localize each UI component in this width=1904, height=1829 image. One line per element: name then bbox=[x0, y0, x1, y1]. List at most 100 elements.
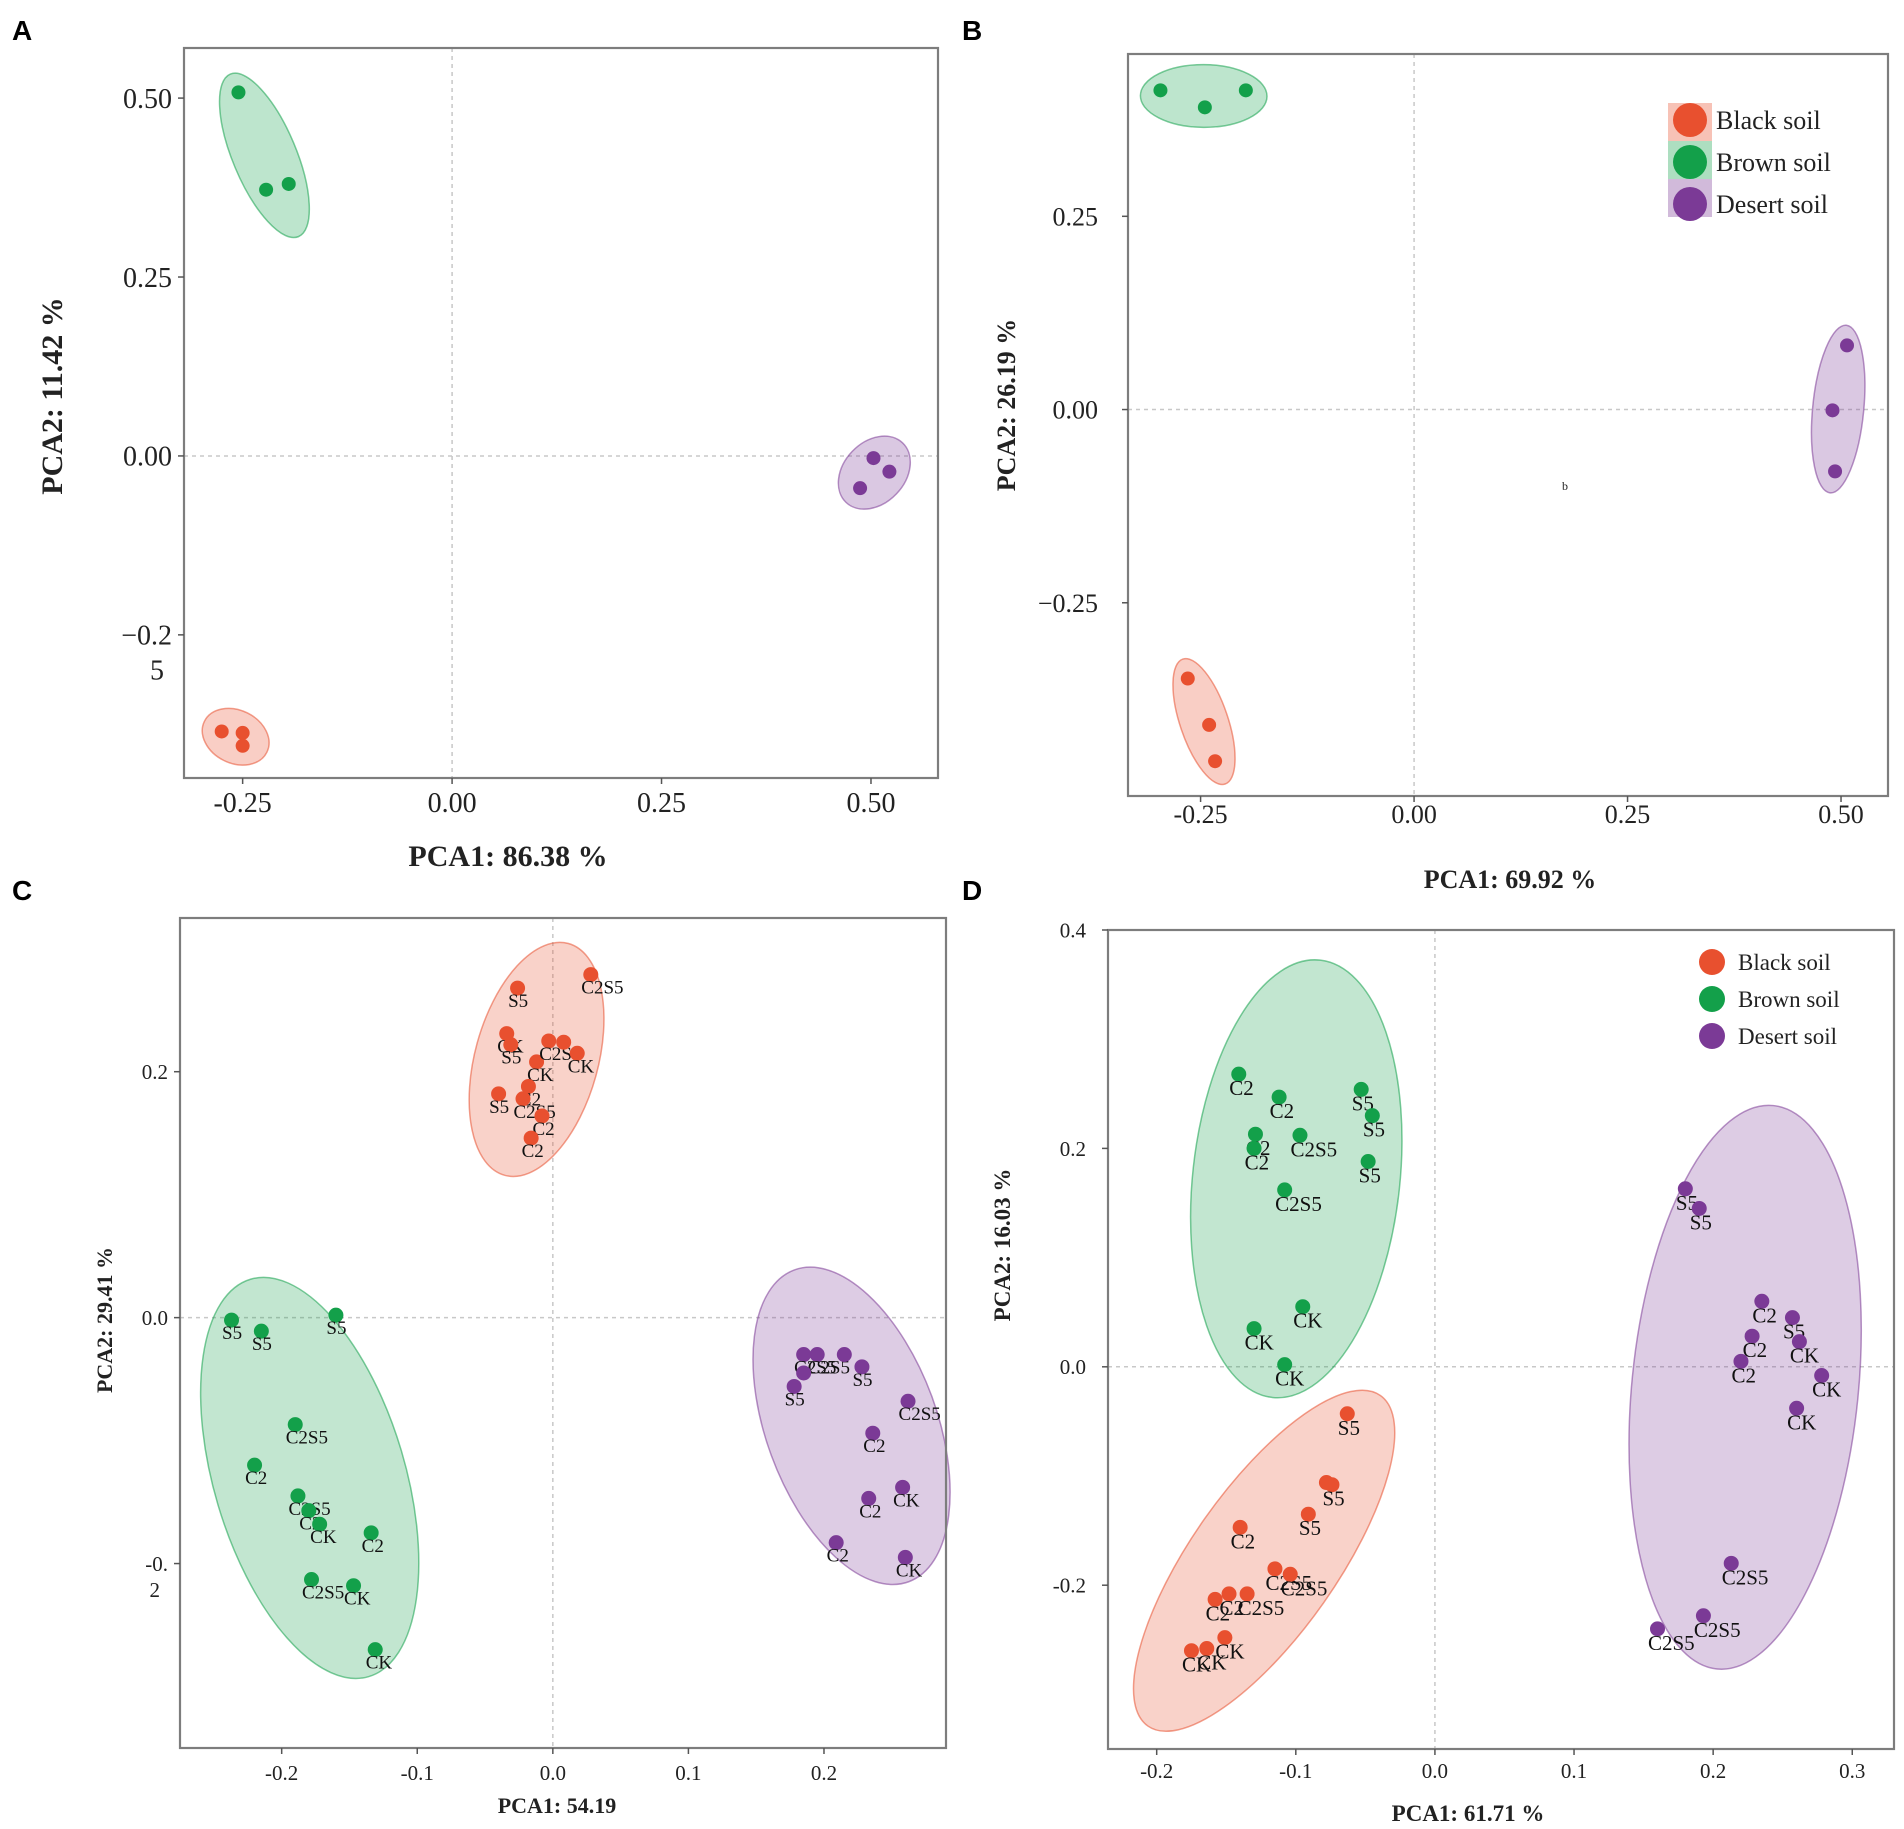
point-label: C2 bbox=[1220, 1596, 1245, 1620]
y-tick-label: −0.25 bbox=[1038, 589, 1098, 618]
point-label: S5 bbox=[326, 1318, 346, 1339]
point-label: C2S5 bbox=[1694, 1618, 1741, 1642]
point-desert-soil bbox=[882, 464, 897, 479]
point-black-soil bbox=[235, 738, 250, 753]
point-label: S5 bbox=[252, 1334, 272, 1355]
point-black-soil bbox=[529, 1054, 545, 1070]
point-label: S5 bbox=[1299, 1516, 1321, 1540]
point-label: C2 bbox=[362, 1536, 384, 1557]
point-black-soil bbox=[1199, 1641, 1215, 1657]
x-tick-label: 0.2 bbox=[1700, 1759, 1726, 1783]
point-brown-soil bbox=[367, 1642, 383, 1658]
y-tick-label: 0.25 bbox=[1053, 202, 1099, 231]
point-label: CK bbox=[1812, 1378, 1841, 1402]
point-black-soil bbox=[1180, 671, 1195, 686]
point-desert-soil bbox=[854, 1359, 870, 1375]
point-label: CK bbox=[527, 1065, 554, 1086]
point-label: CK bbox=[1182, 1653, 1211, 1677]
point-label: S5 bbox=[1363, 1118, 1385, 1142]
legend-marker bbox=[1699, 949, 1725, 975]
point-label: C2S5 bbox=[1290, 1137, 1337, 1161]
legend-marker bbox=[1673, 187, 1707, 221]
point-brown-soil bbox=[1197, 100, 1212, 115]
point-desert-soil bbox=[796, 1365, 812, 1381]
point-black-soil bbox=[503, 1037, 519, 1053]
point-label: CK bbox=[1245, 1331, 1274, 1355]
point-black-soil bbox=[556, 1034, 572, 1050]
y-tick-label: 0.25 bbox=[123, 263, 172, 294]
ellipse-brown-soil bbox=[199, 1276, 420, 1680]
ellipse-black-soil bbox=[1132, 1389, 1396, 1733]
point-label: S5 bbox=[1690, 1210, 1712, 1234]
plot-frame bbox=[1106, 928, 1896, 1751]
point-label: CK bbox=[893, 1490, 920, 1511]
point-label: C2 bbox=[245, 1468, 267, 1489]
point-black-soil bbox=[1239, 1586, 1255, 1602]
point-label: CK bbox=[1215, 1640, 1244, 1664]
x-tick-label: 0.50 bbox=[1818, 800, 1864, 829]
y-axis-label: PCA2: 11.42 % bbox=[36, 297, 69, 495]
ellipse-desert-soil bbox=[752, 1266, 951, 1586]
point-black-soil bbox=[569, 1045, 585, 1061]
point-brown-soil bbox=[1277, 1357, 1293, 1373]
point-brown-soil bbox=[281, 176, 296, 191]
y-tick-label: 0.0 bbox=[142, 1306, 168, 1330]
point-label: CK bbox=[310, 1527, 337, 1548]
x-tick-label: 0.00 bbox=[428, 788, 477, 819]
point-desert-soil bbox=[1744, 1328, 1760, 1344]
point-desert-soil bbox=[796, 1347, 812, 1363]
y-axis-label: PCA2: 16.03 % bbox=[990, 1169, 1015, 1322]
x-tick-label: -0.2 bbox=[265, 1761, 298, 1785]
point-black-soil bbox=[510, 980, 526, 996]
point-label: CK bbox=[1790, 1344, 1819, 1368]
legend-label: Desert soil bbox=[1738, 1024, 1837, 1049]
point-desert-soil bbox=[1695, 1608, 1711, 1624]
point-black-soil bbox=[1208, 754, 1223, 769]
x-tick-label: 0.0 bbox=[540, 1761, 566, 1785]
point-brown-soil bbox=[301, 1503, 317, 1519]
legend-label: Brown soil bbox=[1738, 987, 1840, 1012]
point-label: C2 bbox=[532, 1119, 554, 1140]
point-label: CK bbox=[1293, 1309, 1322, 1333]
point-brown-soil bbox=[1364, 1108, 1380, 1124]
point-label: C2 bbox=[1206, 1601, 1231, 1625]
ellipse-desert-soil bbox=[837, 435, 912, 510]
point-black-soil bbox=[1183, 1643, 1199, 1659]
point-brown-soil bbox=[304, 1572, 320, 1588]
x-tick-label: 0.50 bbox=[846, 788, 895, 819]
point-brown-soil bbox=[287, 1417, 303, 1433]
point-label: C2 bbox=[859, 1501, 881, 1522]
point-desert-soil bbox=[1784, 1310, 1800, 1326]
point-black-soil bbox=[583, 967, 599, 983]
point-label: S5 bbox=[785, 1389, 805, 1410]
panel-c: CS5C2S5CKS5CKC2S5CKC2S5C2S5C2C2S5S5S5C2S… bbox=[12, 875, 951, 1818]
point-label: S5 bbox=[1338, 1416, 1360, 1440]
panel-letter-c: C bbox=[12, 875, 32, 906]
point-brown-soil bbox=[1247, 1126, 1263, 1142]
point-desert-soil bbox=[1828, 464, 1843, 479]
legend-marker bbox=[1673, 145, 1707, 179]
point-desert-soil bbox=[786, 1378, 802, 1394]
x-tick-label: 0.1 bbox=[1561, 1759, 1587, 1783]
point-label: C2S5 bbox=[1238, 1596, 1285, 1620]
point-brown-soil bbox=[1231, 1066, 1247, 1082]
point-brown-soil bbox=[1246, 1321, 1262, 1337]
point-black-soil bbox=[491, 1086, 507, 1102]
point-desert-soil bbox=[1814, 1368, 1830, 1384]
y-tick-label: -0.2 bbox=[145, 1552, 168, 1602]
point-desert-soil bbox=[1691, 1200, 1707, 1216]
x-tick-label: -0.25 bbox=[1173, 800, 1227, 829]
point-desert-soil bbox=[1791, 1334, 1807, 1350]
x-tick-label: 0.25 bbox=[1605, 800, 1651, 829]
x-tick-label: 0.3 bbox=[1839, 1759, 1865, 1783]
point-black-soil bbox=[1282, 1566, 1298, 1582]
y-tick-label: 0.00 bbox=[1053, 396, 1099, 425]
point-label: C2 bbox=[1270, 1099, 1295, 1123]
x-axis-label: PCA1: 61.71 % bbox=[1392, 1801, 1545, 1826]
x-tick-label: -0.2 bbox=[1140, 1759, 1173, 1783]
point-label: C2S5 bbox=[1722, 1565, 1769, 1589]
point-label: C2S5 bbox=[302, 1583, 344, 1604]
